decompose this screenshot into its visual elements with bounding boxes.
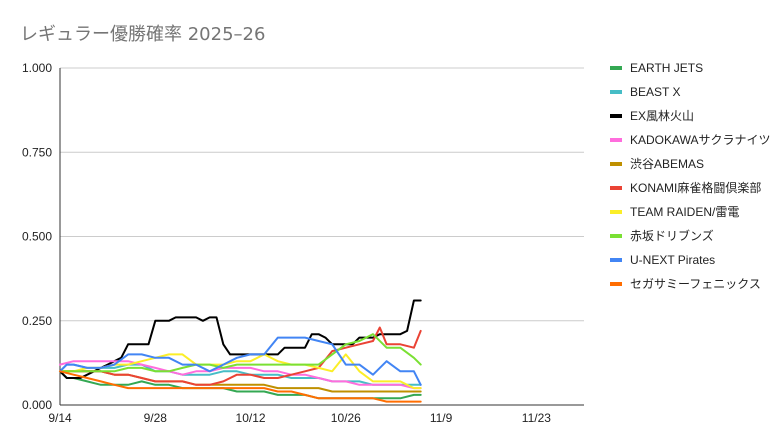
x-tick-label: 10/26 xyxy=(331,411,361,425)
y-tick-label: 0.750 xyxy=(22,145,52,159)
legend-label: EARTH JETS xyxy=(630,61,703,75)
series-line xyxy=(59,299,422,379)
legend-label: KONAMI麻雀格闘倶楽部 xyxy=(630,180,761,195)
series-lines xyxy=(59,299,422,403)
series-line xyxy=(59,353,422,390)
legend-label: EX風林火山 xyxy=(630,109,694,123)
series-line xyxy=(59,336,422,386)
chart-title: レギュラー優勝確率 2025–26 xyxy=(20,24,265,45)
series-line xyxy=(59,333,422,373)
legend-label: 渋谷ABEMAS xyxy=(630,157,704,171)
legend-label: TEAM RAIDEN/雷電 xyxy=(630,205,739,219)
grid-lines xyxy=(60,67,584,322)
legend-label: U-NEXT Pirates xyxy=(630,253,715,267)
series-line xyxy=(59,363,422,386)
axes: 0.000 0.250 0.500 0.750 1.000 9/14 9/28 10/12 10… xyxy=(22,61,584,425)
y-tick-label: 0.250 xyxy=(22,314,52,328)
y-tick-label: 0.000 xyxy=(22,398,52,412)
legend-label: 赤坂ドリブンズ xyxy=(630,228,714,243)
x-tick-label: 9/28 xyxy=(144,411,168,425)
x-tick-label: 11/9 xyxy=(430,411,453,425)
series-line xyxy=(59,370,422,403)
y-tick-label: 1.000 xyxy=(22,61,52,75)
x-tick-label: 9/14 xyxy=(48,411,72,425)
x-tick-label: 11/23 xyxy=(522,411,551,425)
y-tick-label: 0.500 xyxy=(22,230,52,244)
legend-label: セガサミーフェニックス xyxy=(630,277,761,291)
legend-label: KADOKAWAサクラナイツ xyxy=(630,133,770,147)
legend: EARTH JETS BEAST X EX風林火山 KADOKAWAサクラナイツ渋谷A… xyxy=(610,61,770,291)
series-line xyxy=(59,360,422,390)
x-tick-label: 10/12 xyxy=(236,411,266,425)
legend-label: BEAST X xyxy=(630,85,680,99)
